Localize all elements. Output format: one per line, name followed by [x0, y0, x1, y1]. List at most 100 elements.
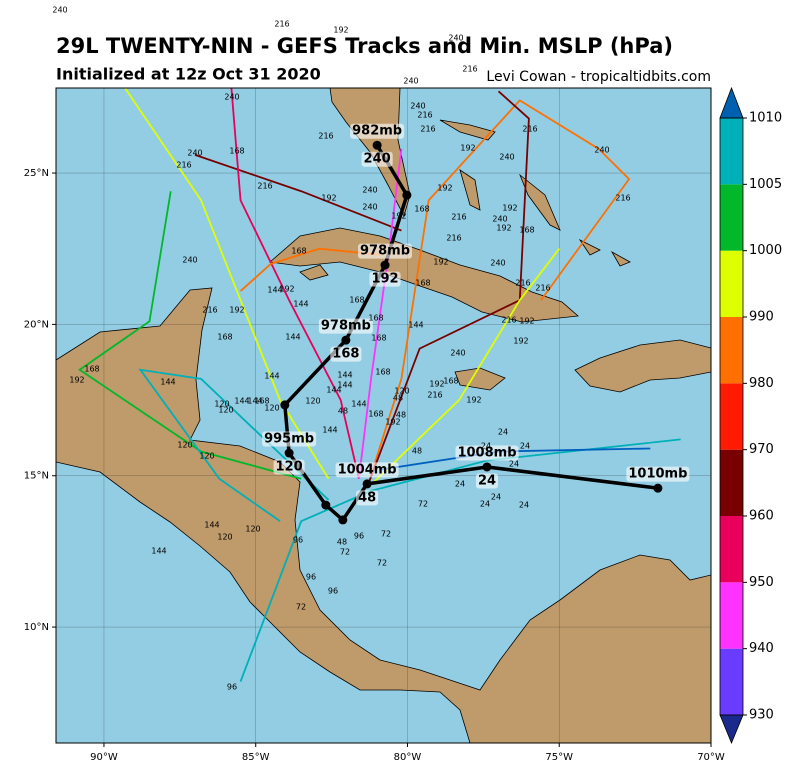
central-south-america — [56, 287, 711, 743]
hour-label: 168 — [371, 334, 386, 343]
hour-label: 240 — [448, 34, 463, 43]
hour-label: 240 — [410, 102, 425, 111]
hour-label: 240 — [490, 259, 505, 268]
hour-label: 120 — [245, 525, 260, 534]
hour-label: 72 — [418, 500, 428, 509]
hour-label: 216 — [202, 306, 217, 315]
colorbar-tick-label: 950 — [749, 575, 774, 590]
label-box — [273, 459, 305, 475]
mean-track-point — [653, 483, 663, 493]
hour-label: 24 — [481, 442, 491, 451]
hour-label: 144 — [234, 397, 249, 406]
track-label: 120 — [276, 460, 303, 475]
ensemble-track — [367, 99, 631, 486]
hour-label: 192 — [279, 285, 294, 294]
mean-track-point — [280, 400, 290, 410]
hour-label: 144 — [285, 333, 300, 342]
hour-label: 96 — [306, 573, 316, 582]
hour-label: 144 — [337, 371, 352, 380]
hour-label: 240 — [450, 349, 465, 358]
x-tick-label: 90°W — [90, 752, 118, 763]
hour-label: 168 — [254, 397, 269, 406]
mean-track-point — [402, 190, 412, 200]
hour-label: 168 — [217, 333, 232, 342]
hour-label: 144 — [337, 381, 352, 390]
hour-label: 168 — [368, 410, 383, 419]
hour-label: 192 — [391, 212, 406, 221]
y-tick-label: 20°N — [24, 319, 49, 330]
hour-label: 216 — [427, 391, 442, 400]
x-tick-label: 80°W — [394, 752, 422, 763]
colorbar-tick-label: 1005 — [749, 177, 782, 192]
hour-label: 216 — [257, 182, 272, 191]
bahamas — [439, 119, 631, 267]
hour-label: 240 — [187, 149, 202, 158]
colorbar-segment — [720, 449, 743, 516]
credit: Levi Cowan - tropicaltidbits.com — [486, 69, 711, 85]
hour-label: 168 — [349, 296, 364, 305]
ensemble-track — [124, 88, 330, 480]
hour-label: 240 — [224, 93, 239, 102]
hour-label: 240 — [182, 256, 197, 265]
label-box — [330, 346, 362, 362]
hour-label: 96 — [293, 536, 303, 545]
hour-label: 120 — [394, 387, 409, 396]
label-box — [350, 123, 405, 139]
hour-label: 24 — [520, 442, 530, 451]
ensemble-track — [358, 148, 403, 479]
colorbar-tick-label: 960 — [749, 509, 774, 524]
hour-label: 192 — [333, 26, 348, 35]
title: 29L TWENTY-NIN - GEFS Tracks and Min. MS… — [56, 34, 673, 58]
hour-label: 144 — [351, 400, 366, 409]
hour-label: 192 — [466, 396, 481, 405]
colorbar-tick-label: 1010 — [749, 111, 782, 126]
hour-label: 192 — [321, 194, 336, 203]
mean-track-point — [341, 335, 351, 345]
hour-label: 72 — [340, 548, 350, 557]
colorbar-segment — [720, 516, 743, 583]
hour-label: 192 — [460, 144, 475, 153]
x-tick-label: 70°W — [697, 752, 725, 763]
mean-track-point — [482, 462, 492, 472]
hour-label: 48 — [393, 394, 403, 403]
track-label: 192 — [371, 272, 398, 287]
hour-label: 216 — [318, 132, 333, 141]
hour-label: 168 — [291, 247, 306, 256]
isla-juventud — [299, 264, 329, 281]
colorbar-segment — [720, 582, 743, 649]
hour-label: 48 — [396, 411, 406, 420]
hour-label: 240 — [499, 153, 514, 162]
track-label: 1010mb — [628, 467, 687, 482]
hour-label: 120 — [264, 404, 279, 413]
hour-label: 192 — [513, 337, 528, 346]
hour-label: 120 — [199, 452, 214, 461]
colorbar: 930 940 950 960 970 980 990 1000 1005 1010 — [719, 86, 782, 745]
label-box — [455, 445, 519, 461]
hour-label: 144 — [408, 321, 423, 330]
hour-label: 144 — [151, 547, 166, 556]
mean-track-point — [284, 448, 294, 458]
label-box — [335, 462, 399, 478]
hour-label: 96 — [328, 587, 338, 596]
hour-label: 48 — [337, 538, 347, 547]
colorbar-tick-label: 1000 — [749, 243, 782, 258]
hour-label: 144 — [322, 426, 337, 435]
hour-label: 240 — [362, 203, 377, 212]
ensemble-track — [138, 368, 330, 522]
mean-track-point — [380, 260, 390, 270]
hour-label: 96 — [354, 532, 364, 541]
y-tick-label: 15°N — [24, 471, 49, 482]
frame — [55, 87, 712, 744]
hour-label: 216 — [420, 125, 435, 134]
colorbar-tick-label: 930 — [749, 708, 774, 723]
hour-label: 72 — [381, 530, 391, 539]
colorbar-over — [719, 86, 744, 119]
colorbar-frame — [719, 117, 744, 716]
label-box — [361, 151, 393, 167]
hour-label: 168 — [368, 314, 383, 323]
hour-label: 240 — [594, 146, 609, 155]
hour-label: 192 — [229, 306, 244, 315]
hour-label: 216 — [501, 316, 516, 325]
colorbar-tick-label: 940 — [749, 641, 774, 656]
